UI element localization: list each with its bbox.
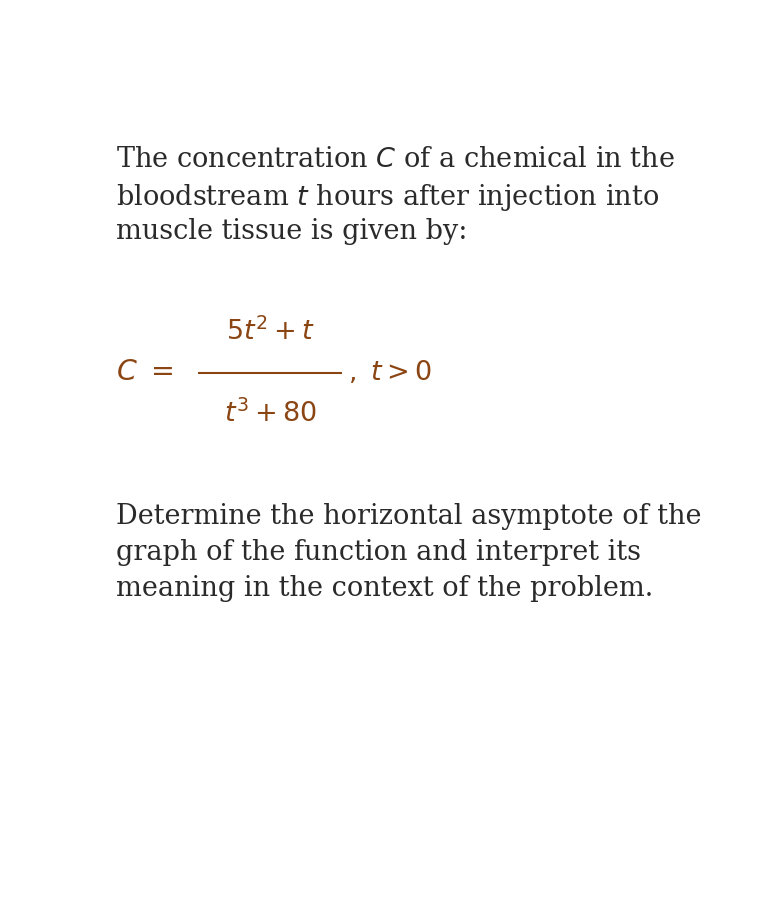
Text: The concentration $C$ of a chemical in the: The concentration $C$ of a chemical in t… bbox=[116, 146, 674, 173]
Text: Determine the horizontal asymptote of the: Determine the horizontal asymptote of th… bbox=[116, 503, 701, 530]
Text: $,\ t>0$: $,\ t>0$ bbox=[348, 359, 432, 386]
Text: $C\ =$: $C\ =$ bbox=[116, 359, 173, 386]
Text: graph of the function and interpret its: graph of the function and interpret its bbox=[116, 539, 641, 566]
Text: $t^3+80$: $t^3+80$ bbox=[223, 399, 317, 427]
Text: bloodstream $t$ hours after injection into: bloodstream $t$ hours after injection in… bbox=[116, 182, 659, 213]
Text: meaning in the context of the problem.: meaning in the context of the problem. bbox=[116, 575, 653, 602]
Text: $5t^2+t$: $5t^2+t$ bbox=[226, 317, 315, 346]
Text: muscle tissue is given by:: muscle tissue is given by: bbox=[116, 218, 467, 245]
